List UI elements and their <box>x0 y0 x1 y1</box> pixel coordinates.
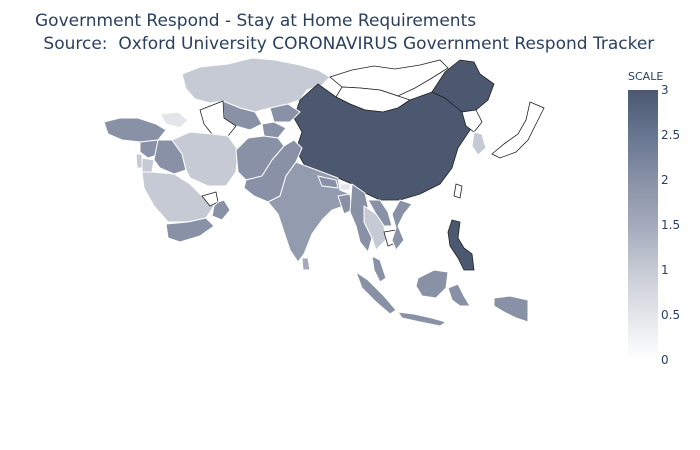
israel-region[interactable] <box>135 153 143 169</box>
title-line-2: Source: Oxford University CORONAVIRUS Go… <box>38 34 655 54</box>
indonesia-region[interactable] <box>447 283 471 307</box>
malaysia-region[interactable] <box>371 255 387 283</box>
colorbar <box>628 90 658 360</box>
philippines-region[interactable] <box>447 219 475 271</box>
vietnam-region[interactable] <box>391 199 413 251</box>
south-korea-region[interactable] <box>471 131 487 156</box>
colorbar-bar <box>628 90 658 360</box>
colorbar-tick-label: 3 <box>661 83 669 97</box>
iran-region[interactable] <box>171 131 239 187</box>
colorbar-tick-label: 2 <box>661 173 669 187</box>
indonesia-region[interactable] <box>354 270 397 315</box>
chart-title: Government Respond - Stay at Home Requir… <box>0 10 700 79</box>
oman-region[interactable] <box>211 199 231 221</box>
indonesia-region[interactable] <box>396 311 448 327</box>
colorbar-tick-label: 2.5 <box>661 128 681 142</box>
tajikistan-region[interactable] <box>261 121 287 139</box>
countries-layer <box>103 57 545 327</box>
japan-region[interactable] <box>491 101 545 159</box>
sri-lanka-region[interactable] <box>301 257 311 271</box>
myanmar-region[interactable] <box>349 183 373 254</box>
thailand-region[interactable] <box>363 205 387 251</box>
turkey-region[interactable] <box>103 117 167 143</box>
colorbar-tick-label: 1.5 <box>661 218 681 232</box>
nepal-region[interactable] <box>317 175 339 189</box>
turkmenistan-region[interactable] <box>199 100 237 137</box>
jordan-region[interactable] <box>141 157 155 173</box>
north-korea-region[interactable] <box>461 109 483 133</box>
title-line-1: Government Respond - Stay at Home Requir… <box>35 11 477 31</box>
colorbar-tick-label: 0 <box>661 353 669 367</box>
kyrgyzstan-region[interactable] <box>269 103 301 123</box>
northeast-china-region[interactable] <box>431 59 495 113</box>
kazakhstan-region[interactable] <box>181 57 331 113</box>
borneo-region[interactable] <box>415 269 449 299</box>
colorbar-title: SCALE <box>628 70 664 83</box>
papua-region[interactable] <box>493 295 529 323</box>
colorbar-tick-label: 1 <box>661 263 669 277</box>
georgia-region[interactable] <box>159 111 189 129</box>
taiwan-region[interactable] <box>453 183 463 199</box>
yemen-region[interactable] <box>165 217 215 243</box>
colorbar-tick-label: 0.5 <box>661 308 681 322</box>
saudi-arabia-region[interactable] <box>141 171 215 223</box>
bhutan-region[interactable] <box>339 183 351 191</box>
